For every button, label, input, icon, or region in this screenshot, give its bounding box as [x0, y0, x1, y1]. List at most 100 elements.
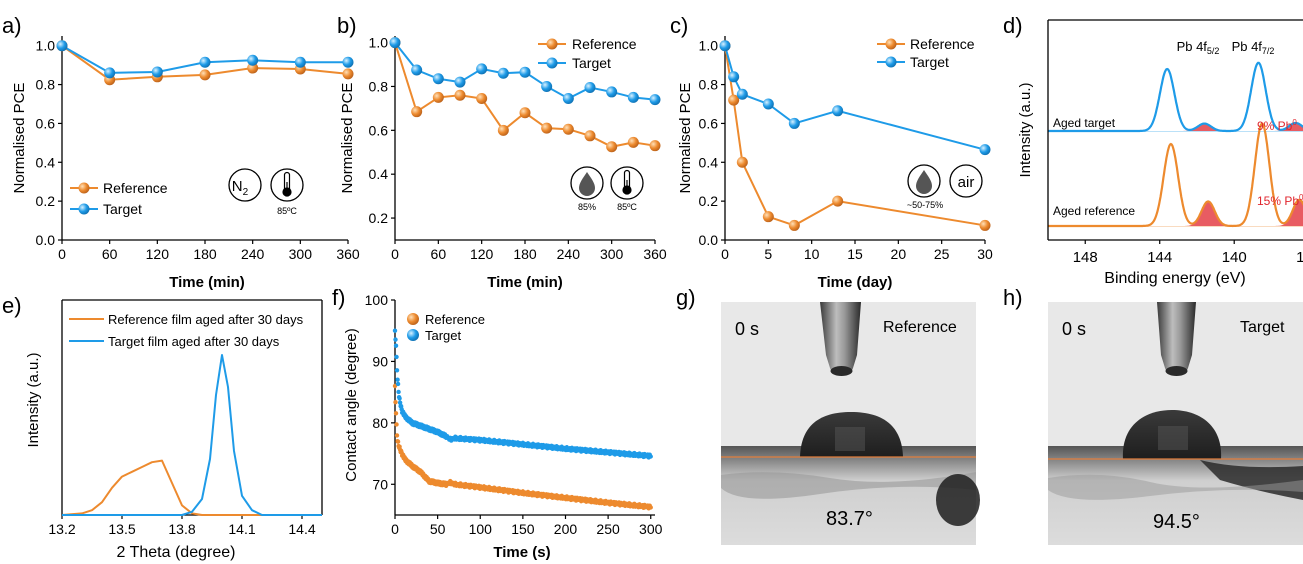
- x-tick-label: 120: [146, 246, 170, 262]
- contact-angle-value: 83.7°: [826, 508, 873, 530]
- data-point-reference: [411, 106, 423, 118]
- data-point: [394, 368, 400, 373]
- panel-label: a): [2, 13, 22, 38]
- n2-badge: [228, 168, 262, 202]
- legend-label-target: Target: [425, 328, 462, 343]
- x-tick-label: 150: [511, 521, 535, 537]
- data-point: [397, 396, 402, 401]
- x-tick-label: 240: [557, 246, 581, 262]
- x-axis-label: Time (min): [487, 274, 563, 291]
- data-point-target: [199, 56, 211, 68]
- data-point-target: [762, 98, 774, 110]
- y-axis-label: Normalised PCE: [677, 83, 694, 194]
- series-label-aged-reference: Aged reference: [1053, 204, 1135, 218]
- n2-text: N: [232, 178, 243, 195]
- x-axis-label: Binding energy (eV): [1104, 270, 1245, 287]
- x-tick-label: 250: [596, 521, 620, 537]
- scatter-series-reference: [392, 383, 653, 511]
- data-point: [395, 381, 401, 387]
- contact-angle-value: 94.5°: [1153, 511, 1200, 533]
- thermometer-badge: [610, 166, 644, 200]
- legend-marker-target: [885, 56, 897, 68]
- data-point-target: [411, 64, 423, 76]
- y-tick-label: 0.6: [369, 122, 389, 138]
- x-tick-label: 15: [847, 246, 863, 262]
- x-tick-label: 60: [431, 246, 447, 262]
- x-tick-label: 14.4: [288, 521, 315, 537]
- scatter-series-target: [392, 328, 653, 460]
- x-tick-label: 13.2: [48, 521, 75, 537]
- data-point: [393, 399, 398, 405]
- data-point-reference: [979, 219, 991, 231]
- data-point: [393, 337, 398, 342]
- legend-marker-reference: [407, 313, 419, 325]
- legend-label-reference: Reference: [910, 36, 975, 52]
- y-tick-label: 90: [372, 353, 388, 369]
- x-tick-label: 0: [58, 246, 66, 262]
- data-point-target: [541, 80, 553, 92]
- legend: Reference film aged after 30 days Target…: [69, 312, 304, 349]
- pb0-peak: [1167, 123, 1241, 131]
- needle: [1157, 302, 1196, 374]
- data-point-reference: [728, 94, 740, 106]
- data-point-target: [247, 54, 259, 66]
- panel-c: c) 0 5 10 15 20 25 30 0.0 0.2 0.4 0.6 0.8 1.0 Time (…: [670, 13, 993, 291]
- x-axis-label: Time (min): [169, 274, 245, 291]
- data-point: [392, 328, 398, 333]
- y-tick-label: 0.2: [369, 210, 389, 226]
- data-point-reference: [606, 141, 618, 153]
- legend-label-reference: Reference film aged after 30 days: [108, 312, 304, 327]
- x-tick-label: 360: [643, 246, 667, 262]
- data-point-target: [104, 67, 116, 79]
- legend-label-target: Target: [103, 201, 142, 217]
- pb0-label-target: 9% Pb0: [1257, 118, 1297, 133]
- data-point: [394, 354, 399, 360]
- data-point: [395, 439, 401, 444]
- thermometer-icon: [622, 169, 632, 195]
- x-tick-label: 200: [554, 521, 578, 537]
- y-tick-label: 0.0: [699, 232, 719, 248]
- legend-marker-target: [546, 57, 558, 69]
- y-tick-label: 0.6: [36, 115, 56, 131]
- legend-marker-reference: [885, 38, 897, 50]
- data-point-target: [736, 88, 748, 100]
- legend-marker-reference: [78, 182, 90, 194]
- data-point-reference: [497, 124, 509, 136]
- data-point-target: [342, 56, 354, 68]
- panel-label: c): [670, 13, 688, 38]
- x-tick-label: 14.1: [228, 521, 255, 537]
- sample-label: Target: [1240, 319, 1285, 336]
- y-tick-label: 0.2: [699, 193, 719, 209]
- data-point-target: [389, 37, 401, 49]
- data-point-target: [832, 105, 844, 117]
- x-axis-label: Time (s): [493, 544, 550, 561]
- data-point-target: [979, 144, 991, 156]
- data-point-reference: [788, 219, 800, 231]
- x-tick-label: 140: [1222, 249, 1247, 266]
- data-point-reference: [342, 68, 354, 80]
- plot-area: [1048, 61, 1303, 228]
- x-axis-label: Time (day): [818, 274, 893, 291]
- condition-badges: ~50-75% air: [907, 164, 983, 210]
- needle: [820, 302, 861, 374]
- x-tick-label: 300: [600, 246, 624, 262]
- x-tick-label: 50: [430, 521, 446, 537]
- data-point-target: [788, 117, 800, 129]
- data-point: [395, 377, 400, 382]
- data-point-target: [454, 76, 466, 88]
- data-point: [397, 400, 403, 405]
- x-tick-label: 148: [1073, 249, 1098, 266]
- data-point-target: [476, 63, 488, 75]
- plot-area: 0 5 10 15 20 25 30 0.0 0.2 0.4 0.6 0.8 1.0: [699, 36, 993, 262]
- x-tick-label: 100: [469, 521, 493, 537]
- contact-angle-photo-reference: 0 s Reference 83.7°: [721, 302, 980, 545]
- y-tick-label: 0.6: [699, 115, 719, 131]
- thermometer-badge: [270, 168, 304, 202]
- legend-marker-reference: [546, 38, 558, 50]
- xps-spectrum-reference: [1048, 122, 1303, 228]
- legend: Reference Target: [407, 312, 485, 343]
- temperature-label: 85ºC: [617, 202, 637, 212]
- air-badge: [949, 164, 983, 198]
- y-tick-label: 100: [365, 292, 389, 308]
